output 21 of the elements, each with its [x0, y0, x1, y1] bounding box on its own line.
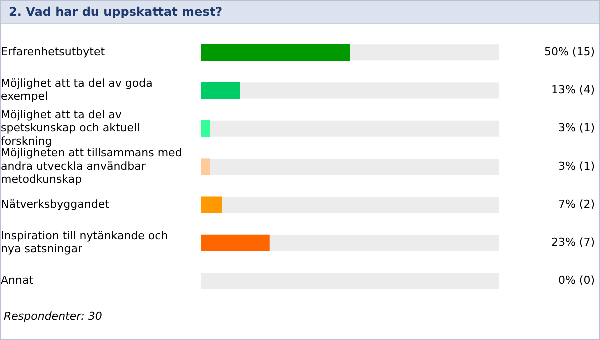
data-label: 23% (7)	[551, 236, 595, 250]
data-label: 3% (1)	[558, 160, 595, 173]
y-tick-label: Erfarenhetsutbytet	[1, 46, 106, 59]
y-tick-label: Möjlighet att ta del av spetskunskap och aktuell forskning	[1, 108, 140, 148]
text: Respondenter: 30	[3, 310, 104, 323]
y-tick-label: Annat	[1, 274, 34, 288]
y-tick-label: Inspiration till nytänkande och nya satsningar	[1, 229, 168, 256]
y-tick-label: Möjligheten att tillsammans med andra utveckla användbar metodkunskap	[1, 146, 182, 186]
data-label: 0% (0)	[558, 274, 595, 288]
data-label: 50% (15)	[544, 46, 595, 59]
chart-title: 2. Vad har du uppskattat mest?	[1, 1, 599, 24]
data-label: 13% (4)	[551, 84, 595, 97]
y-tick-label: Nätverksbyggandet	[1, 198, 110, 211]
y-tick-label: Möjlighet att ta del av goda exempel	[1, 77, 153, 104]
bar	[201, 120, 210, 138]
data-label: 7% (2)	[558, 198, 595, 211]
bar	[201, 158, 210, 176]
bar	[201, 196, 222, 214]
bar	[201, 234, 270, 252]
data-label: 3% (1)	[558, 122, 595, 135]
bar	[201, 82, 240, 100]
